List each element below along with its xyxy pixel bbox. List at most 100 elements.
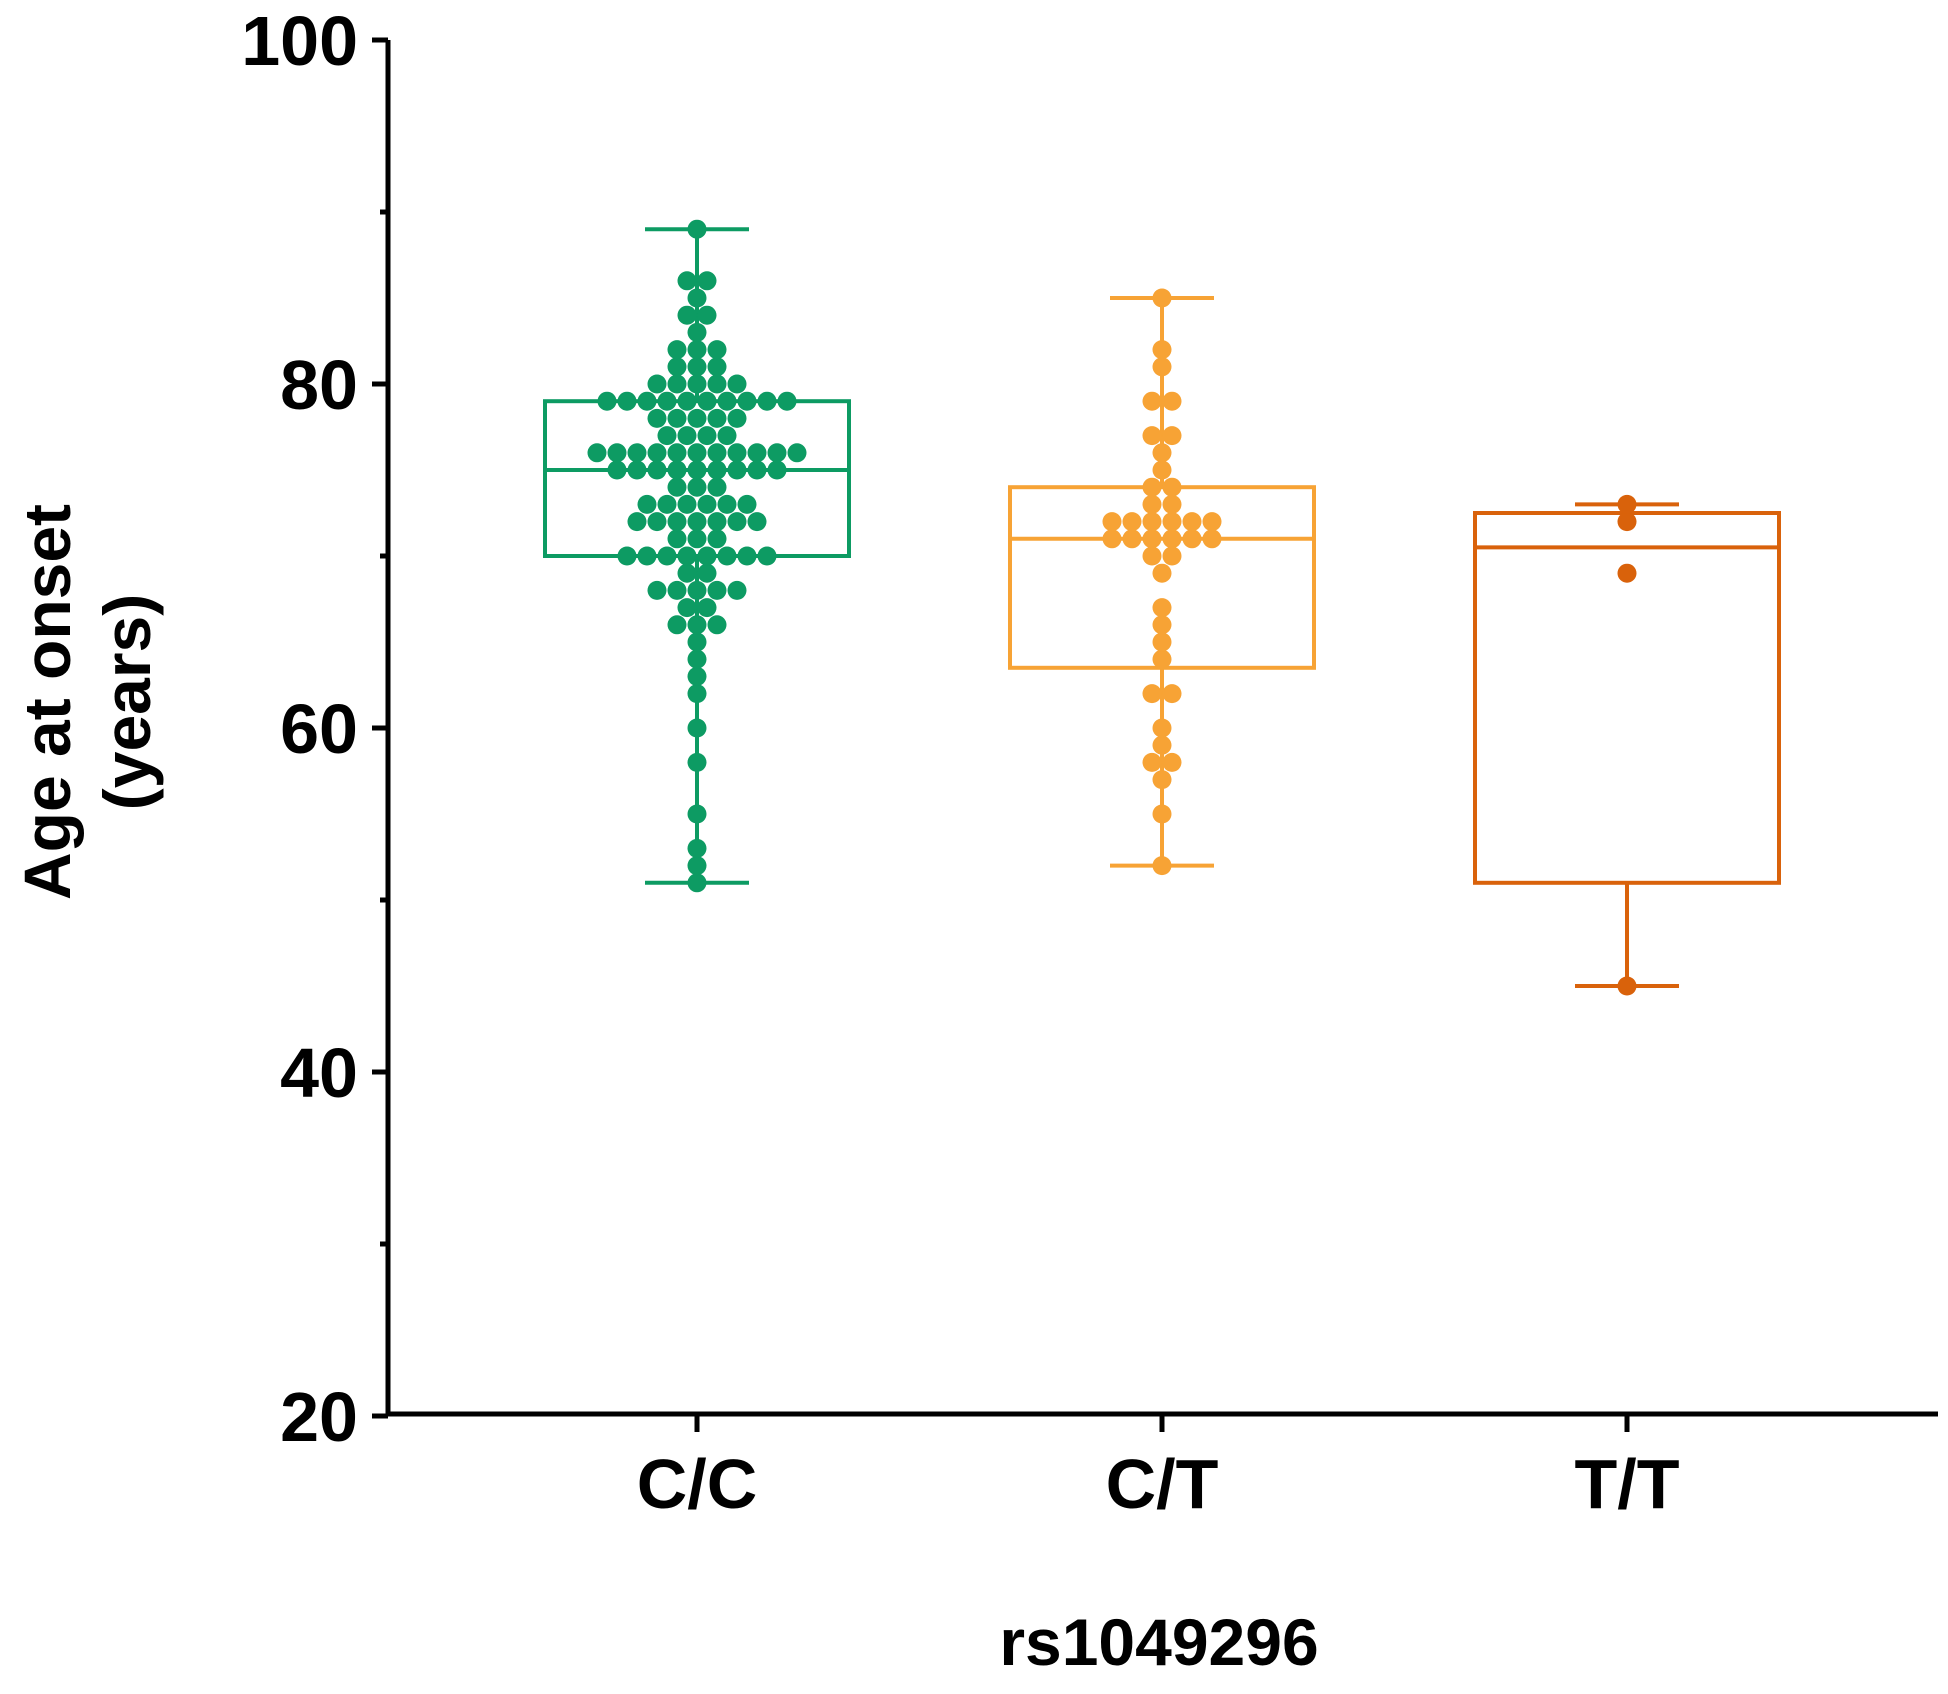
- data-point: [1202, 529, 1222, 549]
- data-point: [687, 408, 707, 428]
- y-tick-label: 20: [280, 1378, 358, 1456]
- data-point: [627, 460, 647, 480]
- data-point: [707, 340, 727, 360]
- data-point: [1142, 391, 1162, 411]
- data-point: [1142, 426, 1162, 446]
- data-point: [677, 563, 697, 583]
- data-point: [667, 443, 687, 463]
- series-C/T: [1008, 288, 1316, 876]
- data-point: [627, 443, 647, 463]
- data-point: [717, 546, 737, 566]
- data-point: [727, 408, 747, 428]
- data-point: [1142, 684, 1162, 704]
- data-point: [1152, 735, 1172, 755]
- data-point: [687, 666, 707, 686]
- data-point: [1152, 804, 1172, 824]
- series-C/C: [543, 219, 851, 893]
- data-point: [687, 632, 707, 652]
- data-point: [737, 391, 757, 411]
- data-point: [687, 219, 707, 239]
- data-point: [587, 443, 607, 463]
- data-point: [707, 460, 727, 480]
- iqr-box: [543, 399, 851, 559]
- data-point: [1142, 752, 1162, 772]
- data-point: [667, 357, 687, 377]
- data-point: [707, 580, 727, 600]
- data-point: [647, 512, 667, 532]
- data-point: [707, 374, 727, 394]
- data-point: [667, 529, 687, 549]
- data-point: [727, 512, 747, 532]
- data-point: [1152, 460, 1172, 480]
- data-point: [697, 598, 717, 618]
- data-point: [727, 374, 747, 394]
- data-point: [687, 580, 707, 600]
- y-axis-title-line2: (years): [90, 594, 164, 810]
- data-point: [697, 271, 717, 291]
- data-point: [667, 408, 687, 428]
- data-point: [1182, 529, 1202, 549]
- data-point: [717, 391, 737, 411]
- data-point: [747, 512, 767, 532]
- data-point: [1617, 976, 1637, 996]
- data-point: [1152, 632, 1172, 652]
- data-point: [637, 546, 657, 566]
- data-point: [707, 615, 727, 635]
- data-point: [687, 357, 707, 377]
- y-tick-label: 100: [241, 2, 358, 80]
- data-point: [707, 357, 727, 377]
- data-point: [617, 391, 637, 411]
- data-point: [1182, 512, 1202, 532]
- data-point: [647, 580, 667, 600]
- data-point: [687, 374, 707, 394]
- data-point: [727, 460, 747, 480]
- data-point: [697, 563, 717, 583]
- data-point: [687, 288, 707, 308]
- data-point: [727, 580, 747, 600]
- data-point: [617, 546, 637, 566]
- data-point: [1152, 718, 1172, 738]
- data-point: [1617, 563, 1637, 583]
- data-point: [1152, 615, 1172, 635]
- data-point: [737, 546, 757, 566]
- data-point: [667, 340, 687, 360]
- data-point: [667, 460, 687, 480]
- data-point: [677, 271, 697, 291]
- data-point: [1617, 494, 1637, 514]
- data-point: [767, 460, 787, 480]
- data-point: [1617, 512, 1637, 532]
- data-point: [1152, 357, 1172, 377]
- data-point: [1162, 512, 1182, 532]
- data-point: [1152, 563, 1172, 583]
- data-point: [657, 494, 677, 514]
- data-point: [687, 873, 707, 893]
- data-point: [1162, 426, 1182, 446]
- data-point: [657, 426, 677, 446]
- y-tick-label: 40: [280, 1034, 358, 1112]
- data-point: [687, 615, 707, 635]
- data-point: [1122, 512, 1142, 532]
- data-point: [727, 443, 747, 463]
- data-point: [777, 391, 797, 411]
- data-point: [697, 305, 717, 325]
- data-point: [1102, 529, 1122, 549]
- data-point: [657, 391, 677, 411]
- data-point: [1162, 752, 1182, 772]
- data-point: [687, 804, 707, 824]
- data-point: [747, 443, 767, 463]
- x-tick-label: T/T: [1575, 1445, 1680, 1523]
- data-point: [687, 443, 707, 463]
- data-point: [697, 391, 717, 411]
- data-point: [1152, 340, 1172, 360]
- x-tick-label: C/C: [637, 1445, 758, 1523]
- data-point: [1152, 649, 1172, 669]
- data-point: [1142, 546, 1162, 566]
- data-point: [1142, 494, 1162, 514]
- data-point: [1162, 391, 1182, 411]
- data-point: [607, 460, 627, 480]
- data-point: [687, 340, 707, 360]
- data-point: [697, 546, 717, 566]
- data-point: [667, 580, 687, 600]
- data-point: [687, 856, 707, 876]
